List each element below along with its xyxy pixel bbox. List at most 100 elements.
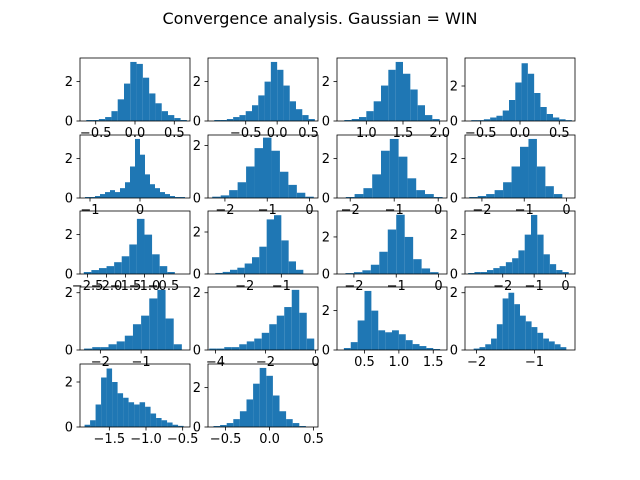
histogram-bar xyxy=(136,218,145,275)
histogram-bar xyxy=(350,342,358,351)
histogram-bar xyxy=(385,332,393,350)
histogram-bar xyxy=(491,338,497,350)
histogram-bar xyxy=(430,272,439,274)
histogram-bar xyxy=(120,188,125,198)
histogram-bar xyxy=(416,190,425,199)
histogram-bar xyxy=(480,272,487,274)
y-tick-label: 0 xyxy=(322,115,330,130)
axes-frame xyxy=(79,210,191,275)
histogram-bar xyxy=(98,268,107,274)
histogram-bar xyxy=(85,197,90,198)
histogram-bar xyxy=(281,240,289,274)
histogram-bar xyxy=(364,290,372,350)
histogram-bar xyxy=(502,298,509,350)
histogram-bar xyxy=(178,425,184,428)
histogram-bar xyxy=(554,344,561,350)
histogram-bar xyxy=(84,348,93,350)
axes-frame xyxy=(207,363,319,428)
y-tick-label: 2 xyxy=(65,75,73,90)
y-tick-label: 2 xyxy=(450,286,458,301)
histogram-bar xyxy=(140,154,145,198)
histogram-bar xyxy=(180,120,187,121)
histogram-bar xyxy=(139,402,146,427)
histogram-bar xyxy=(296,192,306,198)
histogram-bar xyxy=(84,424,91,427)
y-tick-label: 2 xyxy=(65,152,73,167)
histogram-bar xyxy=(157,289,166,350)
histogram-bar xyxy=(220,120,227,121)
histogram-bar xyxy=(86,120,93,121)
histogram-bar xyxy=(486,194,495,198)
histogram-bar xyxy=(306,338,315,350)
histogram-bar xyxy=(272,395,280,427)
histogram-bar xyxy=(239,115,246,121)
y-tick-label: 0 xyxy=(450,192,458,207)
y-tick-label: 2 xyxy=(65,228,73,243)
histogram-bar xyxy=(284,307,292,350)
histogram-bar xyxy=(345,273,354,274)
subplot-17: −1.5 −1.0 −0.502 xyxy=(65,363,198,447)
histogram-bar xyxy=(359,117,367,121)
histogram-bar xyxy=(222,271,230,274)
histogram-bar xyxy=(161,420,168,427)
y-tick-label: 0 xyxy=(65,344,73,359)
subplot-10: −2 −1 0 2 xyxy=(193,210,319,294)
y-tick-label: 0 xyxy=(450,115,458,130)
subplot-12: −2 −1 0 0 2 xyxy=(450,210,576,294)
histogram-bar xyxy=(100,347,109,350)
histogram-bar xyxy=(344,120,352,121)
histogram-bar xyxy=(114,262,122,274)
y-tick-label: 2 xyxy=(450,228,458,243)
histogram-bar xyxy=(135,138,140,198)
histogram-bar xyxy=(370,264,380,274)
histogram-bar xyxy=(289,101,296,121)
x-tick-label: −2 xyxy=(256,355,275,370)
histogram-bar xyxy=(421,268,431,274)
histogram-bar xyxy=(269,324,277,350)
histogram-bar xyxy=(372,174,381,199)
histogram-bar xyxy=(490,117,497,121)
y-tick-label: 2 xyxy=(65,286,73,301)
histogram-bar xyxy=(288,261,296,274)
histogram-bar xyxy=(259,246,267,274)
y-tick-label: 2 xyxy=(193,75,201,90)
histogram-bar xyxy=(155,103,162,121)
histogram-bar xyxy=(483,119,491,121)
histogram-bar xyxy=(534,93,541,121)
histogram-bar xyxy=(560,347,567,350)
x-tick-label: −1 xyxy=(525,355,544,370)
axes-frame xyxy=(79,286,191,351)
histogram-bar xyxy=(121,256,130,274)
subplot-16: −2 −1 0 2 xyxy=(450,286,576,370)
histogram-bar xyxy=(302,115,309,121)
histogram-bar xyxy=(141,315,150,350)
histogram-bar xyxy=(258,95,265,121)
histogram-bar xyxy=(559,119,566,121)
histogram-bar xyxy=(413,259,422,274)
histogram-bar xyxy=(362,270,371,274)
histogram-bar xyxy=(537,332,544,350)
histogram-bar xyxy=(168,115,175,121)
histogram-bar xyxy=(92,347,101,350)
histogram-bar xyxy=(525,321,532,350)
histogram-bar xyxy=(378,330,386,350)
axes-frame xyxy=(464,134,576,199)
histogram-bar xyxy=(155,188,160,198)
histogram-bar xyxy=(308,119,315,121)
x-tick-label: −2 xyxy=(341,203,360,218)
subplot-7: −2 −1 0 0 2 xyxy=(322,134,448,218)
histogram-bar xyxy=(117,99,124,121)
y-tick-label: 0 xyxy=(193,115,201,130)
y-tick-label: 0 xyxy=(65,421,73,436)
y-tick-label: 2 xyxy=(322,304,330,319)
histogram-bar xyxy=(396,214,405,274)
y-tick-label: 2 xyxy=(450,80,458,95)
histogram-bar xyxy=(381,85,389,121)
histogram-bar xyxy=(220,425,227,427)
x-tick-label: −1.5 xyxy=(94,432,126,447)
histogram-bar xyxy=(91,270,99,274)
histogram-bar xyxy=(514,304,520,350)
histogram-bar xyxy=(270,61,278,121)
x-tick-label: 0 xyxy=(561,279,569,294)
histogram-bar xyxy=(425,194,434,198)
